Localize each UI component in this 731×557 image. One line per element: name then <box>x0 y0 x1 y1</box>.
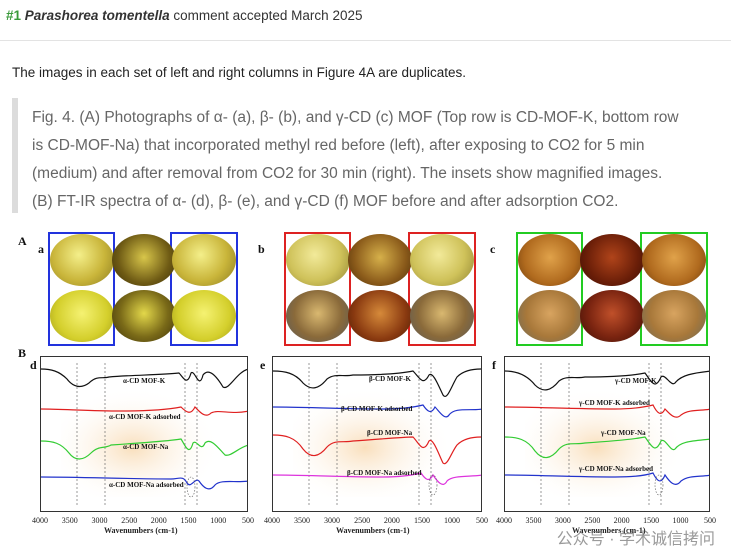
x-tick: 3000 <box>324 516 341 525</box>
spectrum-panel-f: γ-CD MOF-K γ-CD MOF-K adsorbed γ-CD MOF-… <box>504 356 710 512</box>
comment-statement: The images in each set of left and right… <box>12 65 466 80</box>
x-tick: 2500 <box>354 516 371 525</box>
photo-dish <box>348 234 412 286</box>
x-tick: 4000 <box>264 516 280 525</box>
series-label: α-CD MOF-Na adsorbed <box>109 481 184 489</box>
caption-line: (B) FT-IR spectra of α- (d), β- (e), and… <box>32 193 619 210</box>
figure-caption-quote: Fig. 4. (A) Photographs of α- (a), β- (b… <box>12 98 712 213</box>
series-label: α-CD MOF-K adsorbed <box>109 413 181 421</box>
series-label: α-CD MOF-Na <box>123 443 169 451</box>
photo-dish <box>518 234 582 286</box>
series-label: β-CD MOF-Na adsorbed <box>347 469 422 477</box>
x-ticks-d: 4000 3500 3000 2500 2000 1500 1000 500 <box>32 516 254 526</box>
x-tick: 2000 <box>613 516 630 525</box>
species-name[interactable]: Parashorea tomentella <box>24 8 170 23</box>
series-label: γ-CD MOF-Na <box>601 429 646 437</box>
x-tick: 1000 <box>210 516 227 525</box>
panel-b-letter: b <box>258 242 265 256</box>
series-label: α-CD MOF-K <box>123 377 166 385</box>
photo-dish <box>112 290 176 342</box>
x-tick: 2500 <box>121 516 138 525</box>
photo-dish <box>50 290 114 342</box>
x-axis-label: Wavenumbers (cm-1) <box>336 526 410 535</box>
series-label: γ-CD MOF-K adsorbed <box>579 399 650 407</box>
series-label: β-CD MOF-K adsorbed <box>341 405 413 413</box>
panel-d-letter: d <box>30 358 37 372</box>
spectrum-panel-d: α-CD MOF-K α-CD MOF-K adsorbed α-CD MOF-… <box>40 356 248 512</box>
series-label: β-CD MOF-Na <box>367 429 413 437</box>
spectrum-d-plot <box>41 363 247 507</box>
x-tick: 1000 <box>672 516 689 525</box>
panel-a-letter: a <box>38 242 44 256</box>
caption-line: (medium) and after removal from CO2 for … <box>32 165 663 182</box>
photo-dish <box>518 290 582 342</box>
spectrum-e-plot <box>273 363 481 507</box>
panel-c-letter: c <box>490 242 496 256</box>
photo-dish <box>286 290 350 342</box>
photo-dish <box>348 290 412 342</box>
x-tick: 1000 <box>443 516 460 525</box>
photo-dish <box>642 234 706 286</box>
x-tick: 4000 <box>496 516 512 525</box>
caption-line: is CD-MOF-Na) that incorporated methyl r… <box>32 137 645 154</box>
comment-number: #1 <box>6 8 22 23</box>
watermark: 公众号 · 学术诚信拷问 <box>556 531 715 548</box>
x-tick: 2000 <box>383 516 400 525</box>
panel-f-letter: f <box>492 358 496 372</box>
figure-image: A B a b c d <box>8 228 730 557</box>
x-axis-label: Wavenumbers (cm-1) <box>572 526 646 535</box>
series-label: β-CD MOF-K <box>369 375 411 383</box>
x-ticks-f: 4000 3500 3000 2500 2000 1500 1000 500 <box>496 516 716 526</box>
photo-dish <box>286 234 350 286</box>
x-tick: 3000 <box>554 516 571 525</box>
panel-a-right-frame <box>170 232 238 346</box>
panel-c-left-frame <box>516 232 583 346</box>
x-axis-label: Wavenumbers (cm-1) <box>104 526 178 535</box>
photo-dish <box>112 234 176 286</box>
photo-dish <box>642 290 706 342</box>
spectrum-f-plot <box>505 363 709 507</box>
section-a-label: A <box>18 234 27 248</box>
photo-dish <box>50 234 114 286</box>
x-tick: 4000 <box>32 516 48 525</box>
photo-dish <box>410 290 474 342</box>
photo-dish <box>172 290 236 342</box>
x-tick: 1500 <box>413 516 430 525</box>
x-tick: 500 <box>704 516 716 525</box>
x-tick: 3500 <box>525 516 542 525</box>
x-ticks-e: 4000 3500 3000 2500 2000 1500 1000 500 <box>264 516 488 526</box>
x-tick: 3500 <box>294 516 311 525</box>
x-tick: 1500 <box>643 516 660 525</box>
spectrum-panel-e: β-CD MOF-K β-CD MOF-K adsorbed β-CD MOF-… <box>272 356 482 512</box>
panel-e-letter: e <box>260 358 266 372</box>
panel-b-right-frame <box>408 232 476 346</box>
comment-status: comment accepted March 2025 <box>173 8 363 23</box>
photo-dish <box>580 234 644 286</box>
panel-c-right-frame <box>640 232 708 346</box>
x-tick: 3500 <box>61 516 78 525</box>
x-tick: 3000 <box>91 516 108 525</box>
x-tick: 2000 <box>150 516 167 525</box>
section-b-label: B <box>18 346 27 360</box>
series-label: γ-CD MOF-K <box>615 377 657 385</box>
header-divider <box>0 40 731 41</box>
caption-line: Fig. 4. (A) Photographs of α- (a), β- (b… <box>32 109 679 126</box>
x-tick: 2500 <box>584 516 601 525</box>
x-tick: 500 <box>476 516 488 525</box>
comment-header: #1 Parashorea tomentella comment accepte… <box>6 8 362 23</box>
photo-dish <box>172 234 236 286</box>
photo-dish <box>410 234 474 286</box>
panel-b-left-frame <box>284 232 351 346</box>
photo-dish <box>580 290 644 342</box>
x-tick: 500 <box>242 516 254 525</box>
panel-a-left-frame <box>48 232 115 346</box>
x-tick: 1500 <box>180 516 197 525</box>
series-label: γ-CD MOF-Na adsorbed <box>579 465 654 473</box>
